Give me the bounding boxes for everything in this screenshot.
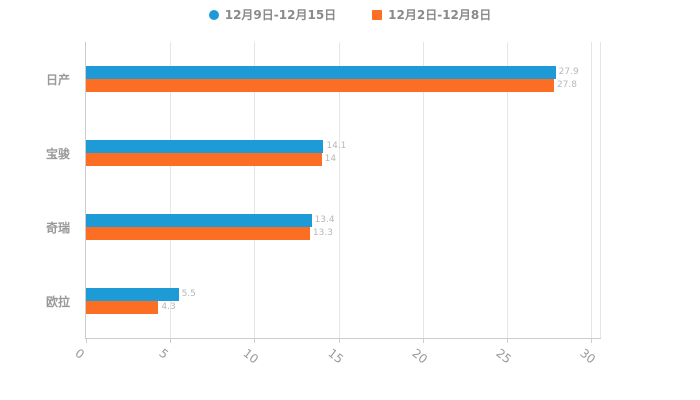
legend: 12月9日-12月15日 12月2日-12月8日 — [0, 6, 700, 23]
circle-legend-marker-icon — [208, 9, 219, 20]
bar-value-label: 13.3 — [312, 228, 333, 238]
x-tick-label: 30 — [577, 346, 599, 367]
bar-value-label: 14 — [324, 154, 337, 164]
gridline — [506, 42, 508, 338]
x-tick-label: 25 — [493, 346, 514, 367]
x-tick-label: 15 — [324, 346, 346, 367]
tick-mark — [254, 338, 256, 343]
category-label: 欧拉 — [45, 294, 70, 309]
x-tick-label: 10 — [240, 346, 262, 367]
gridline — [170, 42, 172, 338]
gridline — [422, 42, 424, 338]
tick-mark — [506, 338, 508, 343]
legend-item-2[interactable]: 12月2日-12月8日 — [372, 6, 491, 23]
bar-series-2 — [86, 301, 159, 314]
tick-mark — [591, 338, 592, 343]
y-axis-labels: 日产 宝骏 奇瑞 欧拉 — [0, 42, 78, 338]
legend-item-1[interactable]: 12月9日-12月15日 — [208, 6, 337, 23]
bar-value-label: 13.4 — [314, 215, 335, 225]
bar-series-1 — [86, 66, 556, 79]
category-label: 奇瑞 — [45, 220, 70, 235]
bar-series-2 — [86, 153, 322, 166]
gridline — [254, 42, 256, 338]
gridline — [600, 42, 601, 338]
plot-area: 0 5 10 15 20 25 30 27.9 27.8 14.1 14 13.4 13.3 5.5 4.3 — [72, 42, 601, 366]
tick-mark — [86, 338, 87, 343]
category-label: 宝骏 — [45, 146, 70, 161]
bar-value-label: 4.3 — [161, 302, 176, 312]
bar-value-label: 27.9 — [558, 67, 579, 77]
square-legend-marker-icon — [372, 9, 383, 20]
bar-series-2 — [86, 79, 554, 92]
bar-value-label: 14.1 — [326, 141, 347, 151]
category-label: 日产 — [45, 72, 70, 87]
gridline — [591, 42, 592, 338]
x-tick-label: 20 — [409, 346, 430, 367]
bar-series-1 — [86, 288, 179, 301]
legend-label: 12月9日-12月15日 — [224, 8, 337, 22]
tick-mark — [170, 338, 172, 343]
bar-value-label: 5.5 — [181, 289, 196, 299]
x-tick-label: 5 — [156, 346, 172, 362]
tick-mark — [422, 338, 424, 343]
bar-series-2 — [86, 227, 310, 240]
tick-mark — [338, 338, 340, 343]
x-tick-label: 0 — [72, 346, 88, 362]
legend-label: 12月2日-12月8日 — [388, 8, 492, 22]
bar-series-1 — [86, 140, 324, 153]
gridline — [338, 42, 340, 338]
bar-series-1 — [86, 214, 312, 227]
bar-value-label: 27.8 — [556, 80, 577, 90]
